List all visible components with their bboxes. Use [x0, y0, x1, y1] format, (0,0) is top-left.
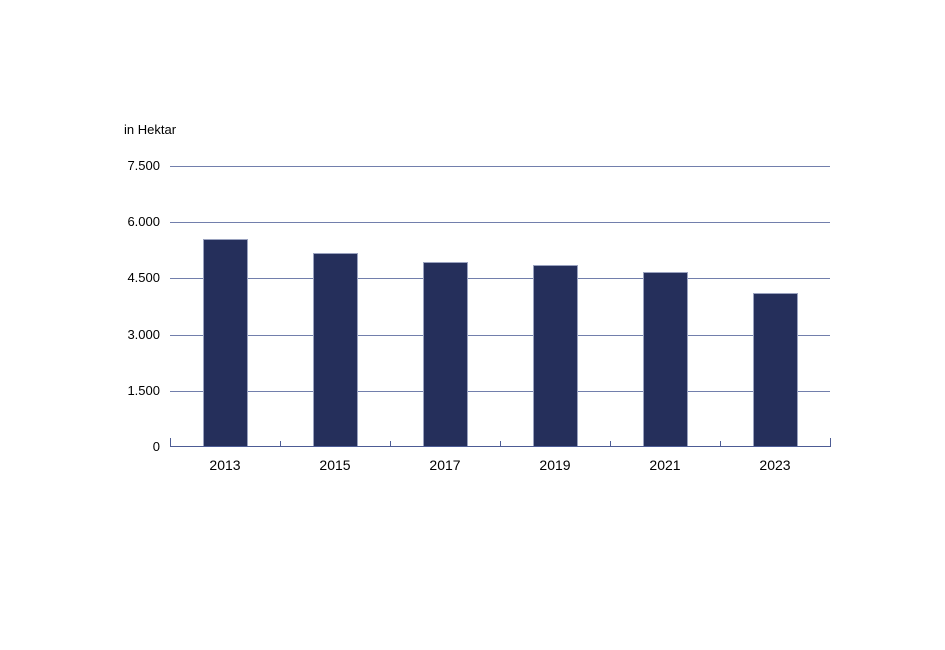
bar-2021	[643, 272, 688, 446]
y-tick-label-0: 0	[152, 439, 160, 454]
y-tick-label-7.500: 7.500	[127, 158, 160, 173]
x-tick-label-2021: 2021	[649, 457, 681, 473]
y-tick-label-3.000: 3.000	[127, 327, 160, 342]
bar-2019	[533, 265, 578, 446]
gridline-7500	[170, 166, 830, 167]
x-tick-label-2015: 2015	[319, 457, 351, 473]
gridline-1500	[170, 391, 830, 392]
x-axis-tick	[170, 438, 171, 446]
x-tick-label-2017: 2017	[429, 457, 461, 473]
x-axis-tick	[390, 441, 391, 446]
y-tick-label-6.000: 6.000	[127, 214, 160, 229]
y-tick-label-4.500: 4.500	[127, 270, 160, 285]
x-axis-tick	[830, 438, 831, 446]
x-tick-label-2019: 2019	[539, 457, 571, 473]
x-axis-tick	[720, 441, 721, 446]
plot-area	[170, 166, 831, 447]
y-axis-unit-label: in Hektar	[124, 122, 177, 137]
x-axis-tick	[610, 441, 611, 446]
y-tick-label-1.500: 1.500	[127, 383, 160, 398]
gridline-6000	[170, 222, 830, 223]
bar-2013	[203, 239, 248, 446]
bar-2015	[313, 253, 358, 446]
bar-2023	[753, 293, 798, 446]
x-axis-tick	[280, 441, 281, 446]
gridline-4500	[170, 278, 830, 279]
x-axis-line	[170, 446, 831, 447]
x-tick-label-2013: 2013	[209, 457, 241, 473]
bar-2017	[423, 262, 468, 446]
gridline-3000	[170, 335, 830, 336]
x-axis-tick	[500, 441, 501, 446]
x-tick-label-2023: 2023	[759, 457, 791, 473]
